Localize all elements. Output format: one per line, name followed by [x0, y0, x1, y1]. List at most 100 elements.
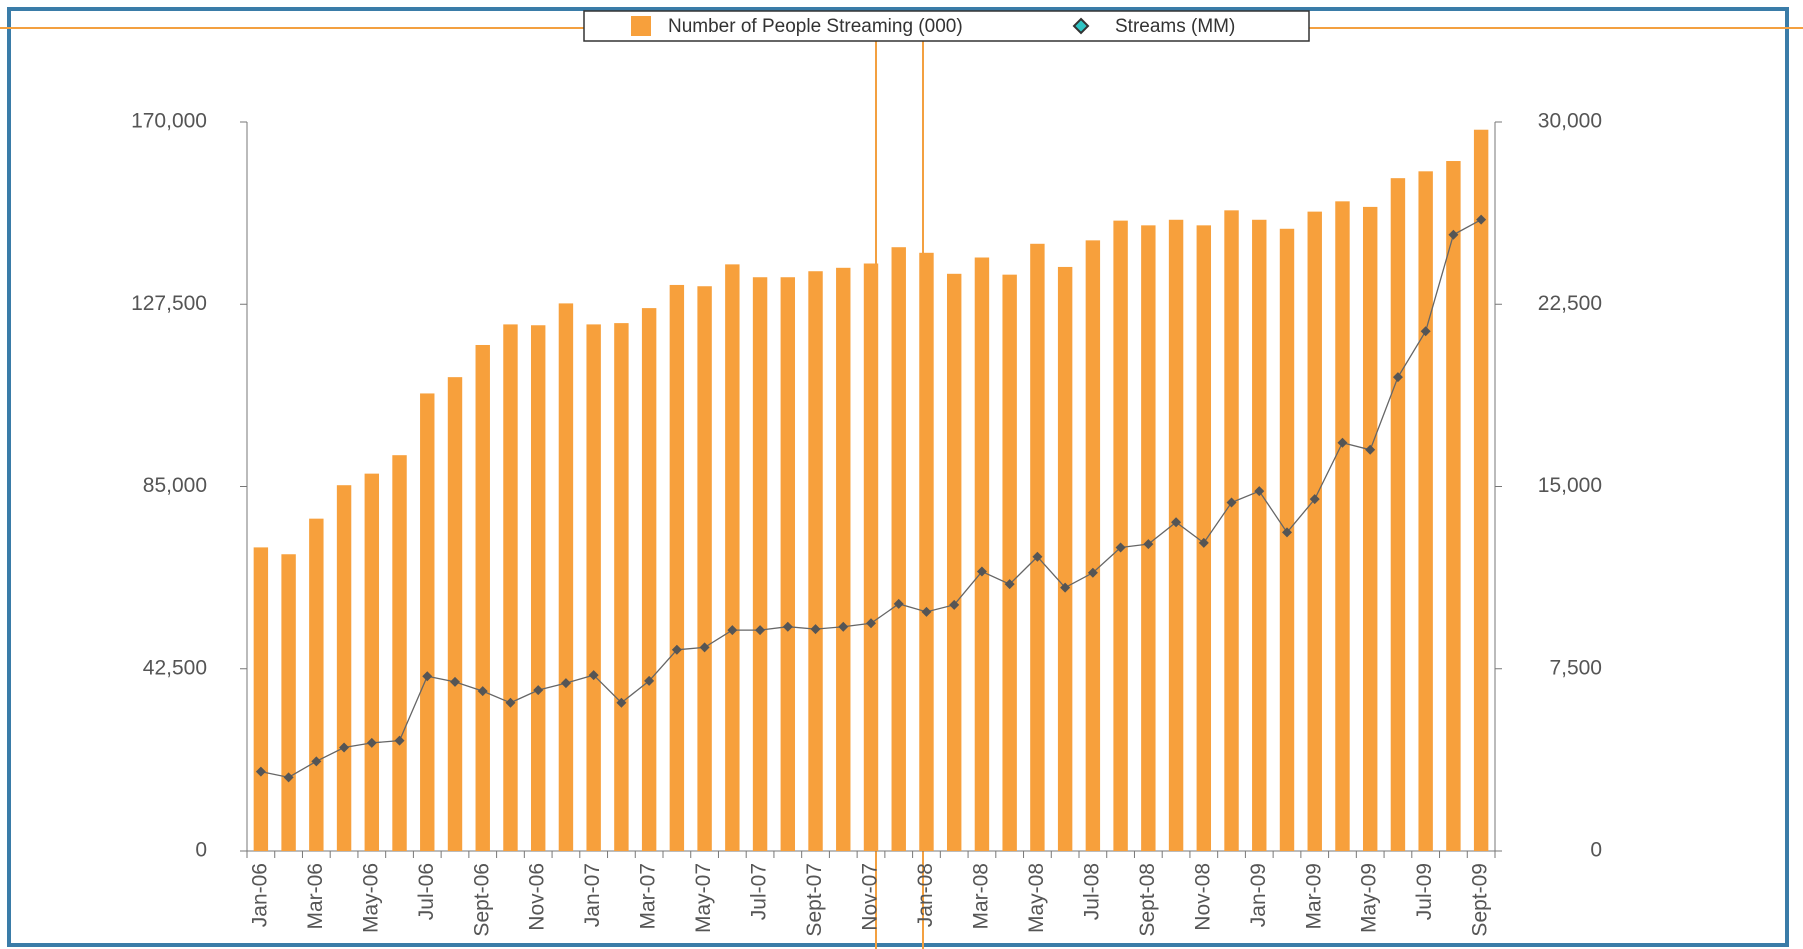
- y2-tick-label: 30,000: [1538, 110, 1602, 133]
- legend-marker: [1072, 17, 1090, 35]
- bar: [281, 554, 296, 851]
- bar: [253, 547, 269, 851]
- y2-tick-label: 7,500: [1549, 656, 1602, 679]
- bar: [1335, 201, 1350, 852]
- point: [782, 621, 793, 632]
- bar: [1085, 240, 1101, 852]
- x-tick-label: Jul-09: [1413, 863, 1436, 920]
- bar: [503, 324, 518, 852]
- point: [1032, 551, 1043, 562]
- bar: [752, 277, 768, 851]
- point: [921, 606, 932, 617]
- bar: [1362, 206, 1378, 852]
- point: [1420, 326, 1431, 337]
- legend-swatch: [631, 16, 651, 36]
- point: [422, 671, 433, 682]
- point: [866, 618, 876, 629]
- point: [1282, 527, 1292, 538]
- point: [588, 670, 599, 681]
- point: [1143, 539, 1154, 550]
- point: [450, 676, 460, 687]
- x-tick-label: Mar-07: [637, 863, 660, 930]
- point: [1337, 437, 1348, 448]
- x-tick-label: Sept-06: [470, 863, 493, 937]
- point: [644, 675, 655, 686]
- bar: [447, 377, 463, 851]
- x-tick-label: Nov-06: [526, 863, 549, 931]
- point: [1365, 444, 1376, 455]
- point: [616, 697, 627, 708]
- bar: [1168, 219, 1184, 852]
- point: [477, 686, 488, 697]
- point: [1171, 517, 1182, 528]
- x-tick-label: May-08: [1025, 863, 1048, 933]
- bar: [309, 518, 324, 851]
- y-tick-label: 42,500: [143, 656, 207, 679]
- x-tick-label: Mar-06: [304, 863, 327, 930]
- point: [366, 737, 377, 748]
- x-tick-label: Jan-08: [914, 863, 937, 927]
- bar: [1057, 266, 1073, 851]
- point: [1226, 497, 1237, 508]
- bar: [946, 273, 962, 851]
- bar: [1446, 161, 1461, 851]
- point: [394, 735, 405, 746]
- point: [1198, 537, 1209, 548]
- bar: [1141, 225, 1156, 852]
- point: [339, 742, 350, 753]
- point: [505, 697, 516, 708]
- point: [1087, 567, 1098, 578]
- bar: [725, 264, 740, 852]
- point: [1392, 372, 1403, 383]
- bar: [1224, 210, 1239, 851]
- bar: [530, 325, 546, 852]
- point: [1060, 582, 1071, 593]
- legend-label: Streams (MM): [1115, 16, 1235, 37]
- bar: [1030, 243, 1045, 851]
- x-tick-label: Mar-08: [969, 863, 992, 930]
- point: [976, 566, 987, 577]
- bar: [1113, 220, 1128, 852]
- x-tick-label: Jan-06: [248, 863, 271, 927]
- bar: [1002, 274, 1017, 852]
- point: [255, 766, 266, 777]
- y2-tick-label: 22,500: [1538, 292, 1602, 315]
- point: [949, 599, 960, 610]
- point: [1476, 214, 1487, 225]
- point: [671, 644, 682, 655]
- x-tick-label: Sept-07: [803, 863, 826, 937]
- bar: [836, 267, 851, 851]
- point: [1115, 542, 1126, 553]
- x-tick-label: Sept-08: [1136, 863, 1159, 937]
- x-tick-label: Sept-09: [1469, 863, 1492, 937]
- bar: [780, 277, 796, 851]
- x-tick-label: May-07: [692, 863, 715, 933]
- point: [838, 621, 849, 632]
- point: [1004, 579, 1015, 590]
- y-tick-label: 85,000: [143, 474, 207, 497]
- point: [1309, 494, 1320, 505]
- legend-box: [583, 10, 1310, 42]
- y-tick-label: 170,000: [131, 110, 207, 133]
- x-tick-label: Jul-06: [415, 863, 438, 920]
- point: [283, 772, 294, 783]
- point: [311, 756, 322, 767]
- x-tick-label: Jul-08: [1080, 863, 1103, 920]
- x-tick-label: May-09: [1358, 863, 1381, 933]
- x-tick-label: Mar-09: [1302, 863, 1325, 930]
- legend-label: Number of People Streaming (000): [668, 16, 963, 37]
- y-tick-label: 127,500: [131, 292, 207, 315]
- point: [1254, 486, 1265, 497]
- bar: [475, 344, 490, 851]
- bar: [863, 263, 879, 851]
- bar: [1307, 211, 1322, 851]
- bar: [364, 473, 380, 851]
- bar: [420, 393, 435, 851]
- bar: [1390, 178, 1406, 851]
- bar: [1418, 171, 1433, 852]
- bar: [669, 284, 685, 851]
- bar: [919, 252, 934, 851]
- x-tick-label: Nov-08: [1191, 863, 1214, 931]
- bar: [558, 303, 574, 852]
